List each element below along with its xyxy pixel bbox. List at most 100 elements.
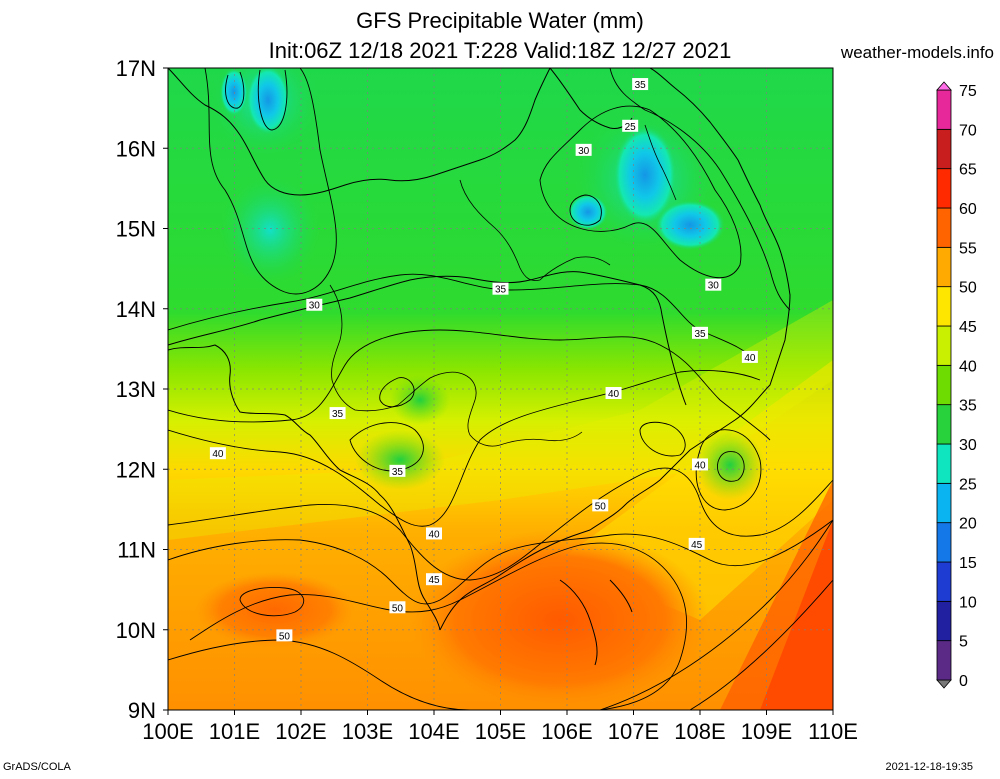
colorbar-tick-label: 15 xyxy=(959,555,977,572)
colorbar-swatch xyxy=(936,325,952,366)
precipitable-water-field xyxy=(168,68,833,710)
y-tick-label: 16N xyxy=(116,136,156,161)
y-tick-label: 11N xyxy=(117,538,156,563)
contour-label: 35 xyxy=(495,285,507,296)
contour-label: 40 xyxy=(428,529,440,540)
x-tick-label: 105E xyxy=(475,719,526,744)
contour-label-bg xyxy=(688,537,705,550)
contour-label: 40 xyxy=(608,389,620,400)
contour-label-bg xyxy=(329,407,346,420)
y-tick-label: 12N xyxy=(116,457,156,482)
contour-label: 35 xyxy=(694,329,706,340)
colorbar-arrow-low xyxy=(936,679,952,689)
contour-label: 35 xyxy=(392,467,404,478)
contour-label-bg xyxy=(575,143,592,156)
x-tick-label: 106E xyxy=(541,719,592,744)
colorbar-tick-label: 20 xyxy=(959,516,977,533)
colorbar-swatch xyxy=(936,168,952,209)
contour-label: 50 xyxy=(595,501,607,512)
contour-label-bg xyxy=(705,278,722,291)
colorbar-tick-label: 10 xyxy=(959,594,977,611)
contour-label-bg xyxy=(306,298,323,311)
contour-label-bg xyxy=(426,573,442,586)
contour-label-bg xyxy=(632,78,649,91)
colorbar-tick-label: 40 xyxy=(959,358,977,375)
colorbar-tick-label: 25 xyxy=(959,476,977,493)
contour-label: 30 xyxy=(309,301,321,312)
chart-subtitle: Init:06Z 12/18 2021 T:228 Valid:18Z 12/2… xyxy=(268,38,732,63)
site-name: weather-models.info xyxy=(840,43,994,62)
contour-label-bg xyxy=(692,458,708,471)
colorbar-swatch xyxy=(936,640,952,681)
colorbar-swatch xyxy=(936,600,952,642)
colorbar-swatch xyxy=(936,128,952,170)
contour-label-bg xyxy=(692,326,708,339)
colorbar-swatch xyxy=(936,246,952,288)
colorbar-tick-label: 55 xyxy=(959,240,977,257)
x-tick-label: 107E xyxy=(608,719,659,744)
colorbar-swatch xyxy=(936,522,952,563)
contour-label: 35 xyxy=(332,409,344,420)
contour-label-bg xyxy=(209,447,226,460)
y-tick-label: 17N xyxy=(116,56,156,81)
colorbar-tick-label: 45 xyxy=(959,319,977,336)
colorbar-tick-label: 70 xyxy=(959,122,977,139)
colorbar-tick-label: 65 xyxy=(959,162,977,179)
x-tick-label: 108E xyxy=(674,719,725,744)
contour-label: 40 xyxy=(694,460,706,471)
contour-label: 35 xyxy=(635,80,647,91)
x-tick-label: 103E xyxy=(342,719,393,744)
y-tick-label: 15N xyxy=(116,217,156,242)
contour-label-bg xyxy=(389,601,406,614)
contour-label: 40 xyxy=(212,449,224,460)
contour-label: 45 xyxy=(428,575,440,586)
colorbar-tick-label: 50 xyxy=(959,280,977,297)
contour-label-bg xyxy=(592,499,609,512)
x-tick-label: 110E xyxy=(808,719,858,744)
y-tick-label: 9N xyxy=(128,698,156,723)
coastlines xyxy=(168,68,791,666)
colorbar-swatch xyxy=(936,89,952,130)
colorbar-swatch xyxy=(936,286,952,327)
x-tick-label: 101E xyxy=(209,719,260,744)
colorbar-tick-label: 0 xyxy=(959,673,968,690)
contour-labels: 35 25 30 30 35 30 35 40 35 40 40 40 35 50 40 45 45 50 50 xyxy=(209,78,758,642)
contour-label-bg xyxy=(426,527,442,540)
colorbar-swatch xyxy=(936,561,952,602)
footer-timestamp: 2021-12-18-19:35 xyxy=(885,761,973,773)
colorbar-tick-label: 75 xyxy=(959,83,977,100)
contour-label-bg xyxy=(741,350,758,363)
colorbar-tick-label: 60 xyxy=(959,201,977,218)
colorbar-arrow-high xyxy=(936,81,952,91)
contour-label: 50 xyxy=(279,631,291,642)
y-tick-label: 10N xyxy=(116,618,156,643)
contour-label: 50 xyxy=(392,603,404,614)
y-tick-label: 13N xyxy=(116,377,156,402)
contour-label-bg xyxy=(622,119,639,132)
x-tick-label: 104E xyxy=(408,719,459,744)
y-tick-label: 14N xyxy=(116,297,156,322)
x-tick-label: 102E xyxy=(275,719,326,744)
colorbar-swatch xyxy=(936,207,952,248)
colorbar-tick-label: 30 xyxy=(959,437,977,454)
contour-label: 45 xyxy=(691,540,703,551)
chart-title: GFS Precipitable Water (mm) xyxy=(356,8,644,33)
colorbar-tick-label: 35 xyxy=(959,398,977,415)
colorbar-swatch xyxy=(936,443,952,484)
colorbar-tick-label: 5 xyxy=(959,634,968,651)
contour-label-bg xyxy=(389,464,406,477)
country-borders xyxy=(329,124,677,447)
contour-label: 40 xyxy=(744,353,756,364)
x-axis-ticks: 100E 101E 102E 103E 104E 105E 106E 107E 108E 109E… xyxy=(142,710,858,744)
contour-label: 30 xyxy=(708,281,720,292)
x-tick-label: 109E xyxy=(741,719,792,744)
colorbar-swatch xyxy=(936,404,952,445)
colorbar-swatch xyxy=(936,364,952,406)
contour-label-bg xyxy=(605,387,622,400)
colorbar-swatch xyxy=(936,482,952,524)
contour-label: 25 xyxy=(625,122,637,133)
contour-label-bg xyxy=(492,282,509,295)
y-axis-ticks: 17N 16N 15N 14N 13N 12N 11N 10N 9N xyxy=(116,56,168,723)
